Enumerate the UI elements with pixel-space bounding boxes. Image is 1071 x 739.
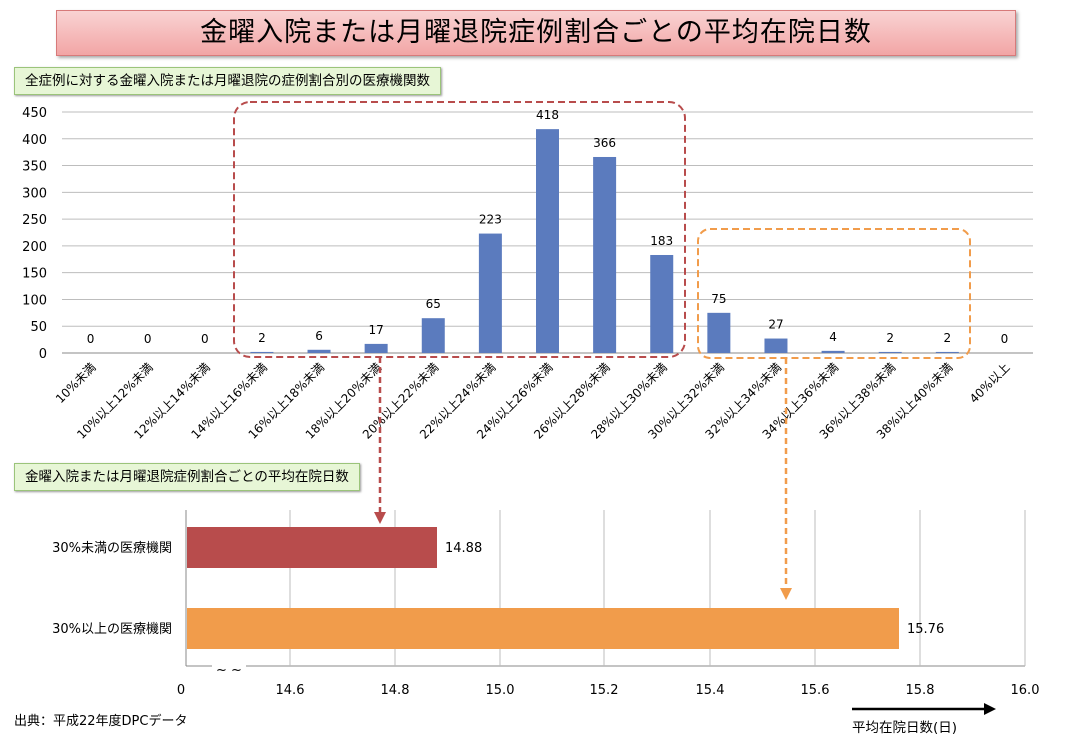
x-tick-label: 0 [177,683,185,698]
x-tick-label: 10%未満 [53,360,99,406]
data-label: 0 [144,332,152,346]
data-label: 6 [315,329,323,343]
y-tick-label: 100 [22,293,47,308]
bar [421,318,445,353]
data-label: 0 [1001,332,1009,346]
data-label: 418 [536,108,559,122]
y-category-label: 30%未満の医療機関 [52,541,172,556]
y-category-label: 30%以上の医療機関 [52,622,172,637]
highlight-frame-under30 [233,101,686,358]
bar [250,351,274,353]
data-label: 4 [829,330,837,344]
x-tick-label: 14.8 [381,683,410,698]
bar [478,233,502,353]
bar [707,312,731,353]
data-label: 0 [87,332,95,346]
source-note: 出典：平成22年度DPCデータ [14,714,188,729]
data-label: 65 [426,297,441,311]
bar-over30 [187,608,899,649]
bar [821,350,845,353]
bar [764,338,788,353]
y-tick-label: 350 [22,160,47,175]
data-label: 75 [711,292,726,306]
y-tick-label: 250 [22,213,47,228]
bottom-chart-title: 金曜入院または月曜退院症例割合ごとの平均在院日数 [14,463,360,491]
page-title: 金曜入院または月曜退院症例割合ごとの平均在院日数 [56,10,1016,56]
x-tick-label: 15.4 [696,683,725,698]
x-tick-label: 16.0 [1011,683,1040,698]
data-label: 0 [201,332,209,346]
axis-break-mark: ~ ~ [216,663,242,678]
y-tick-label: 200 [22,240,47,255]
x-tick-label: 15.2 [590,683,619,698]
y-tick-label: 150 [22,267,47,282]
data-label: 223 [479,213,502,227]
data-label: 366 [593,136,616,150]
data-label: 183 [650,234,673,248]
data-label: 2 [258,331,266,345]
data-label: 2 [886,331,894,345]
arrow-under30-head [374,512,386,524]
bar [307,349,331,353]
bar [935,351,959,353]
x-tick-label: 15.6 [801,683,830,698]
x-tick-label: 15.0 [486,683,515,698]
x-axis-label: 平均在院日数(日) [852,720,958,736]
y-tick-label: 0 [39,347,47,362]
bar [593,156,617,353]
y-tick-label: 300 [22,186,47,201]
highlight-frame-over30 [697,228,971,359]
data-label: 2 [944,331,952,345]
x-direction-arrow-head [984,703,996,715]
bar-under30 [187,527,437,568]
arrow-over30-head [780,588,792,600]
x-tick-label: 14.6 [276,683,305,698]
y-tick-label: 50 [30,320,47,335]
bar [878,351,902,353]
x-tick-label: 40%以上 [967,360,1013,406]
bar [364,343,388,353]
bar [650,254,674,353]
data-label: 17 [369,323,384,337]
bar [536,129,559,353]
data-label: 27 [768,318,783,332]
data-label: 15.76 [907,622,944,637]
top-chart-title: 全症例に対する金曜入院または月曜退院の症例割合別の医療機関数 [14,67,441,95]
y-tick-label: 450 [22,106,47,121]
y-tick-label: 400 [22,133,47,148]
data-label: 14.88 [445,541,482,556]
x-tick-label: 15.8 [906,683,935,698]
axis-break-mask [212,660,246,672]
